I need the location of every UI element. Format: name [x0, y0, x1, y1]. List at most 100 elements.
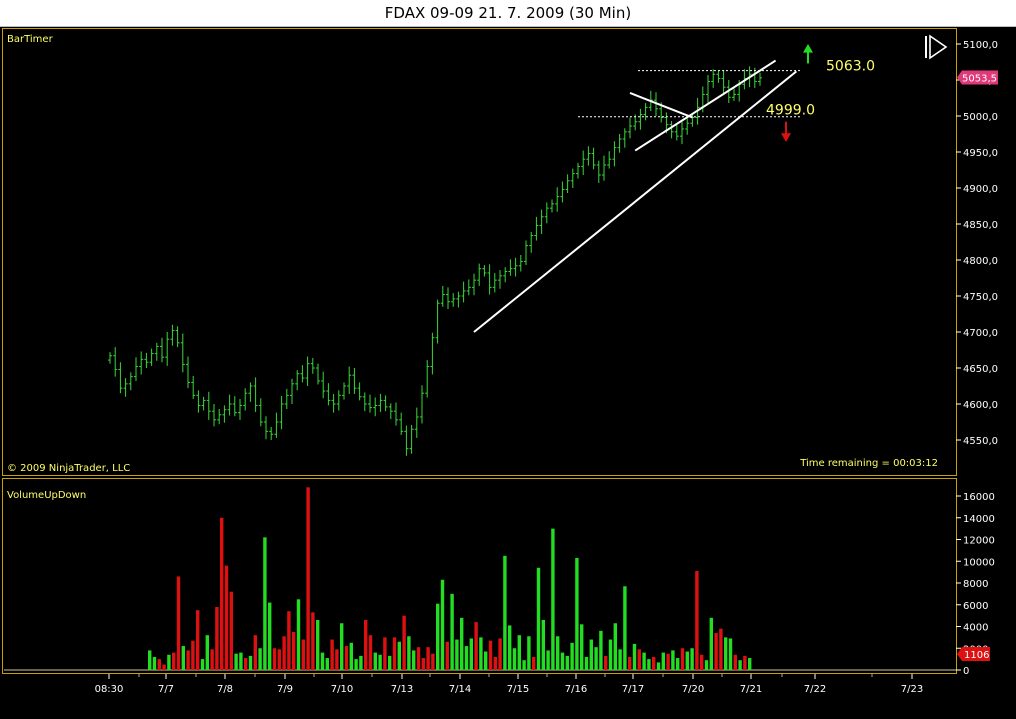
- volume-bar: [695, 571, 699, 670]
- title-bar: FDAX 09-09 21. 7. 2009 (30 Min): [0, 0, 1016, 27]
- volume-bar: [330, 639, 334, 670]
- price-tick-label: 5100,0: [963, 40, 998, 51]
- trendline[interactable]: [629, 92, 693, 119]
- price-bar: [269, 427, 274, 440]
- price-tick-label: 4650,0: [963, 364, 998, 375]
- time-tick-label: 7/17: [622, 684, 644, 695]
- time-axis: 08:30 7/7 7/8 7/9 7/10 7/13 7/14 7/15 7/16 7/17 7/…: [95, 674, 923, 695]
- volume-tick-label: 14000: [963, 514, 995, 525]
- volume-bars: [148, 487, 752, 670]
- price-bar: [331, 393, 336, 413]
- trendline[interactable]: [473, 70, 798, 333]
- price-bar: [711, 69, 716, 88]
- volume-bar: [383, 637, 387, 670]
- price-bar: [399, 412, 404, 435]
- price-bar: [451, 293, 456, 307]
- price-bar: [175, 326, 180, 348]
- volume-bar: [282, 636, 286, 670]
- volume-bar: [560, 652, 565, 670]
- price-bar: [674, 123, 679, 141]
- volume-bar: [416, 647, 421, 670]
- price-bar: [378, 393, 383, 412]
- volume-bar: [604, 655, 608, 670]
- volume-bar: [349, 642, 353, 670]
- price-bar: [352, 368, 357, 394]
- trendlines[interactable]: [473, 59, 798, 333]
- price-annotations: 5053,5: [781, 44, 998, 142]
- price-bar: [539, 209, 544, 235]
- volume-bar: [373, 652, 377, 670]
- volume-bar: [450, 593, 454, 670]
- price-tick-label: 4550,0: [963, 436, 998, 447]
- volume-bar: [176, 576, 181, 670]
- volume-bar: [191, 640, 195, 670]
- volume-bar: [359, 655, 363, 670]
- volume-bar: [316, 619, 320, 670]
- volume-bar: [647, 659, 651, 670]
- price-bar: [721, 69, 726, 96]
- volume-bar: [517, 635, 521, 670]
- volume-bar: [263, 537, 267, 670]
- price-bar: [139, 351, 144, 375]
- price-bar: [388, 403, 393, 420]
- volume-bar: [311, 612, 315, 670]
- volume-bar: [666, 653, 670, 670]
- volume-bar: [354, 659, 358, 670]
- play-pause-icon[interactable]: [925, 34, 948, 60]
- volume-bar: [498, 638, 502, 670]
- volume-bar: [364, 619, 368, 670]
- time-tick-label: 7/9: [277, 684, 293, 695]
- price-bar: [758, 72, 762, 86]
- trendline[interactable]: [634, 59, 777, 152]
- volumeupdown-label: VolumeUpDown: [7, 490, 86, 501]
- volume-bar: [440, 579, 445, 670]
- price-bar: [612, 141, 617, 167]
- price-bar: [534, 216, 539, 241]
- volume-bar: [253, 635, 257, 670]
- volume-bar: [608, 639, 613, 670]
- price-bar: [368, 394, 372, 413]
- price-bar: [300, 365, 305, 383]
- volume-bar: [436, 603, 440, 670]
- price-bar: [347, 366, 352, 394]
- volume-bar: [618, 649, 622, 670]
- price-bar: [222, 405, 227, 423]
- volume-bar: [277, 649, 281, 670]
- volume-bar: [296, 599, 301, 670]
- volume-bar: [512, 648, 517, 670]
- price-bar: [258, 398, 263, 427]
- price-bar: [186, 356, 190, 389]
- volume-bar: [397, 641, 401, 670]
- volume-bar: [546, 650, 550, 670]
- price-bar: [565, 174, 570, 194]
- price-bar: [472, 273, 476, 296]
- price-bar: [305, 356, 310, 386]
- price-bar: [357, 382, 362, 401]
- price-bar: [248, 382, 253, 402]
- volume-bar: [508, 625, 512, 670]
- price-bar: [279, 396, 284, 430]
- price-bar: [690, 113, 695, 127]
- volume-bar: [738, 660, 742, 670]
- price-bar: [430, 332, 435, 375]
- price-bar: [383, 395, 388, 412]
- volume-bar: [239, 652, 243, 670]
- price-bar: [253, 377, 258, 412]
- volume-bar: [642, 652, 646, 670]
- volume-bar: [469, 638, 473, 670]
- price-bar: [165, 332, 170, 366]
- price-bar: [628, 117, 632, 139]
- time-tick-label: 7/21: [740, 684, 762, 695]
- volume-bar: [484, 651, 488, 670]
- svg-text:5053,5: 5053,5: [962, 73, 997, 84]
- volume-bar: [522, 660, 526, 670]
- volume-tick-label: 0: [963, 666, 969, 677]
- price-bar: [113, 347, 118, 377]
- price-bar: [607, 151, 612, 169]
- volume-tick-label: 6000: [963, 601, 988, 612]
- volume-bar: [632, 643, 637, 670]
- reference-line-label: 5063.0: [826, 59, 875, 75]
- volume-bar: [628, 656, 632, 670]
